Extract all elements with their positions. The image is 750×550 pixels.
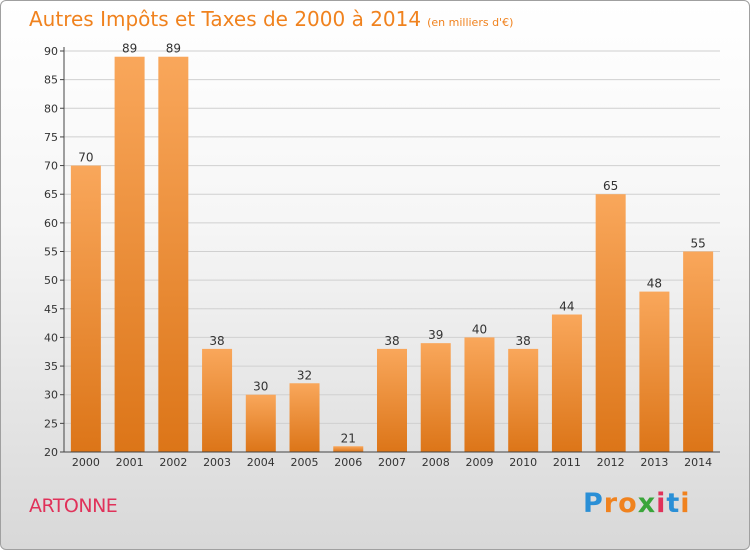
bar-2007 (377, 348, 407, 452)
x-tick-label-2003: 2003 (203, 456, 231, 469)
bar-2003 (202, 348, 233, 452)
bar-2009 (464, 337, 495, 452)
x-tick-label-2000: 2000 (72, 456, 100, 469)
bar-2012 (595, 194, 626, 452)
proxiti-logo: Proxiti (583, 488, 691, 519)
y-tick-label: 80 (44, 102, 58, 115)
data-label-2014: 55 (690, 237, 705, 251)
x-tick-label-2001: 2001 (116, 456, 144, 469)
data-label-2011: 44 (559, 300, 574, 314)
data-label-2008: 39 (428, 328, 443, 342)
x-tick-label-2009: 2009 (465, 456, 493, 469)
bar-2000 (70, 165, 101, 453)
bar-2001 (114, 56, 145, 452)
bar-layer: 70 89 89 38 30 32 21 38 39 40 38 44 65 48 55 (70, 42, 714, 453)
y-tick-label: 75 (44, 131, 58, 144)
data-label-2001: 89 (122, 42, 137, 56)
y-tick-label: 90 (44, 45, 58, 58)
y-tick-label: 50 (44, 274, 58, 287)
brand-letter: t (666, 488, 681, 519)
brand-letter: i (680, 488, 691, 519)
y-tick-label: 45 (44, 303, 58, 316)
y-tick-label: 20 (44, 446, 58, 459)
x-tick-label-2007: 2007 (378, 456, 406, 469)
brand-letter: i (656, 488, 667, 519)
commune-name: ARTONNE (29, 495, 118, 517)
bar-2002 (158, 56, 189, 452)
data-label-2013: 48 (647, 277, 662, 291)
data-label-2005: 32 (297, 368, 312, 382)
x-tick-label-2002: 2002 (159, 456, 187, 469)
bar-2010 (508, 348, 539, 452)
x-tick-label-2013: 2013 (640, 456, 668, 469)
y-tick-label: 35 (44, 360, 58, 373)
data-label-2002: 89 (166, 42, 181, 56)
data-label-2003: 38 (209, 334, 224, 348)
brand-letter: r (603, 488, 619, 519)
chart-unit: (en milliers d'€) (427, 16, 514, 29)
bar-2004 (245, 394, 276, 452)
axis-layer: 20 25 30 35 40 45 50 55 60 65 70 75 80 85 90 2000 2001 20… (44, 45, 720, 469)
data-label-2006: 21 (341, 431, 356, 445)
x-tick-label-2010: 2010 (509, 456, 537, 469)
brand-letter: o (618, 488, 638, 519)
y-tick-label: 70 (44, 160, 58, 173)
y-tick-label: 30 (44, 389, 58, 402)
data-label-2012: 65 (603, 179, 618, 193)
y-tick-label: 65 (44, 188, 58, 201)
x-tick-label-2011: 2011 (553, 456, 581, 469)
data-label-2000: 70 (78, 151, 93, 165)
brand-letter: P (583, 488, 604, 519)
x-tick-label-2006: 2006 (334, 456, 362, 469)
bar-2014 (683, 251, 714, 452)
x-tick-label-2014: 2014 (684, 456, 712, 469)
x-tick-label-2005: 2005 (291, 456, 319, 469)
x-tick-label-2008: 2008 (422, 456, 450, 469)
y-tick-label: 85 (44, 74, 58, 87)
bar-2006 (333, 446, 364, 452)
chart-title: Autres Impôts et Taxes de 2000 à 2014 (en… (29, 7, 514, 31)
y-tick-label: 25 (44, 417, 58, 430)
data-label-2009: 40 (472, 322, 487, 336)
bar-2013 (639, 291, 670, 452)
bar-2008 (420, 343, 451, 452)
y-tick-label: 60 (44, 217, 58, 230)
bar-2005 (289, 383, 320, 452)
data-label-2007: 38 (384, 334, 399, 348)
y-tick-label: 55 (44, 246, 58, 259)
bar-2011 (551, 314, 582, 452)
data-label-2004: 30 (253, 380, 268, 394)
brand-letter: x (637, 488, 657, 519)
y-tick-label: 40 (44, 331, 58, 344)
data-label-2010: 38 (516, 334, 531, 348)
x-tick-label-2004: 2004 (247, 456, 275, 469)
x-tick-label-2012: 2012 (597, 456, 625, 469)
